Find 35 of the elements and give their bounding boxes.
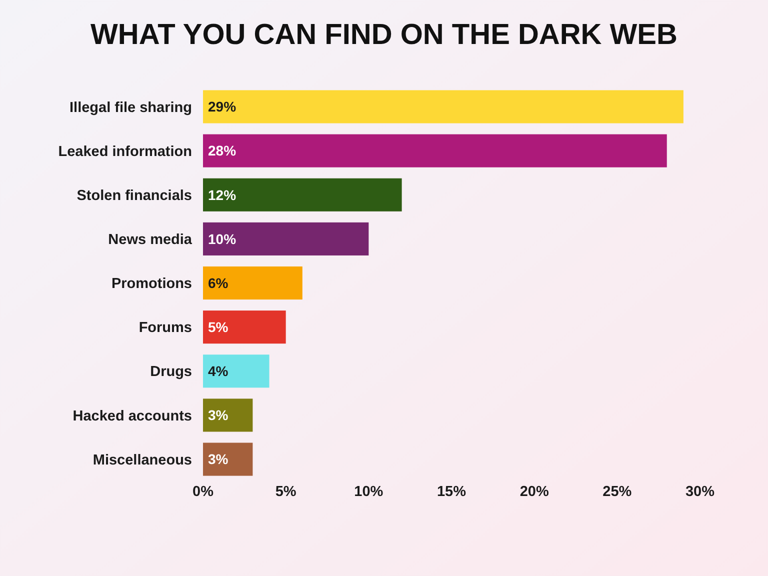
data-label: 29%: [208, 98, 237, 115]
bar: [203, 266, 302, 300]
data-label: 6%: [208, 274, 229, 291]
x-tick-label: 15%: [436, 484, 466, 500]
x-tick-label: 20%: [520, 484, 549, 500]
x-tick-label: 5%: [275, 484, 296, 500]
y-tick-label: News media: [108, 232, 193, 248]
bar: [203, 442, 253, 476]
x-tick-label: 30%: [685, 484, 715, 500]
y-tick-label: Leaked information: [58, 144, 192, 160]
x-tick-label: 0%: [192, 484, 214, 500]
y-tick-label: Illegal file sharing: [70, 100, 192, 116]
y-tick-label: Stolen financials: [76, 188, 192, 204]
bar: [203, 398, 253, 432]
data-label: 28%: [208, 142, 237, 159]
data-label: 3%: [208, 407, 229, 424]
bar: [203, 310, 286, 344]
y-tick-label: Miscellaneous: [92, 452, 192, 468]
data-label: 10%: [208, 230, 237, 247]
bar: [203, 222, 369, 256]
bar: [203, 354, 270, 388]
data-label: 4%: [208, 363, 229, 380]
x-tick-label: 10%: [354, 484, 384, 500]
y-tick-label: Hacked accounts: [72, 408, 192, 424]
bar: [203, 134, 667, 168]
data-label: 3%: [208, 451, 229, 468]
data-label: 12%: [208, 186, 237, 203]
y-tick-label: Drugs: [150, 364, 192, 380]
x-tick-label: 25%: [602, 484, 632, 500]
y-tick-label: Promotions: [111, 276, 192, 292]
bar: [203, 178, 402, 212]
bar: [203, 90, 684, 124]
y-tick-label: Forums: [138, 320, 192, 336]
data-label: 5%: [208, 318, 229, 335]
chart-title: WHAT YOU CAN FIND ON THE DARK WEB: [90, 19, 678, 51]
